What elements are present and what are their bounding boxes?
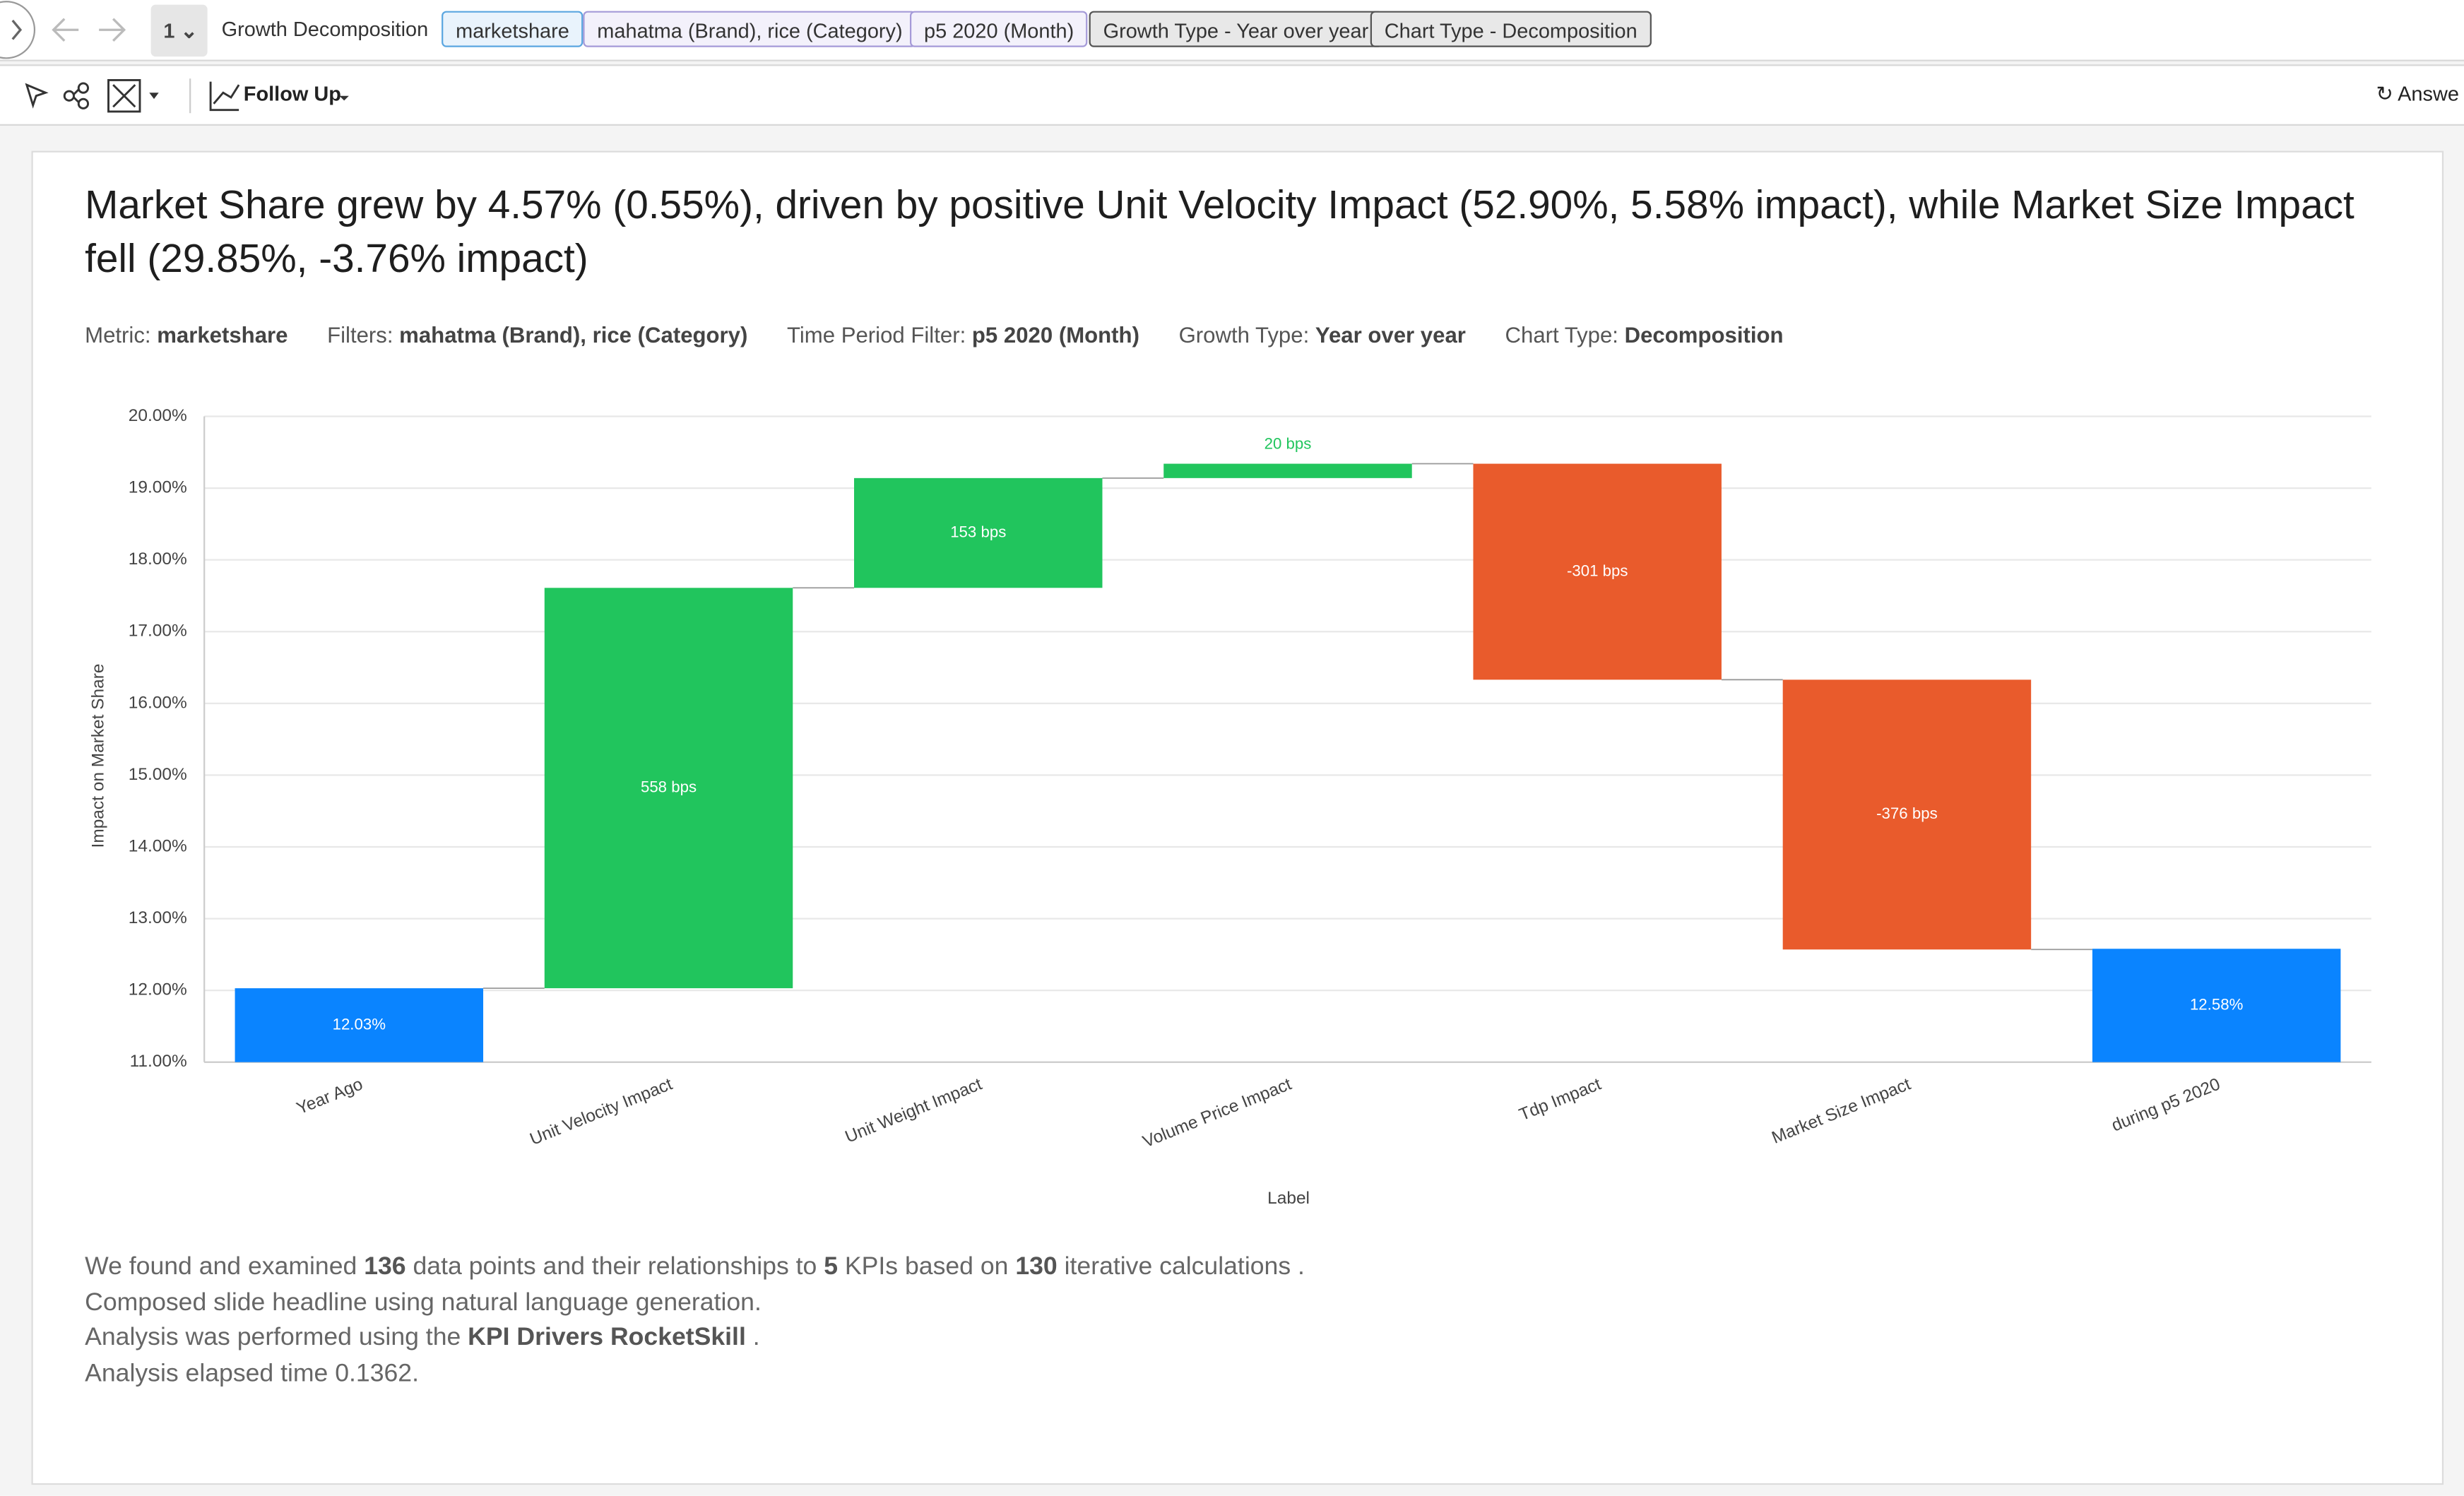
footer-emphasis: 136 [364,1254,406,1281]
data-label: 20 bps [1264,435,1312,453]
fit-tool[interactable] [107,79,141,113]
y-tick-label: 15.00% [129,765,187,784]
data-label: -301 bps [1567,562,1628,579]
footer-text: . [745,1324,760,1352]
y-axis-title: Impact on Market Share [89,664,108,848]
meta-label: Growth Type: [1178,322,1315,348]
chart-icon [209,81,240,112]
share-tool[interactable] [63,82,90,109]
y-tick-label: 11.00% [130,1052,187,1071]
breadcrumb: Growth Decomposition [221,17,429,41]
x-tick-label: Volume Price Impact [1140,1074,1294,1151]
filter-chip[interactable]: Chart Type - Decomposition [1370,11,1652,47]
x-tick-label: Market Size Impact [1769,1074,1913,1148]
x-tick-label: Year Ago [294,1074,365,1118]
footer-line: Analysis was performed using the KPI Dri… [85,1322,1305,1357]
data-label: 153 bps [950,523,1006,540]
top-bar: 1 ⌄ Growth Decomposition marketshare mah… [0,0,2464,61]
x-tick-label: Tdp Impact [1517,1074,1604,1124]
answer-label: Answe [2398,81,2459,106]
footer-notes: We found and examined 136 data points an… [85,1251,1305,1392]
filter-chip[interactable]: Growth Type - Year over year [1089,11,1383,47]
bar [235,988,484,1062]
headline: Market Share grew by 4.57% (0.55%), driv… [85,184,2355,282]
card [31,150,2444,1485]
forward-button[interactable] [99,18,126,42]
footer-text: Composed slide headline using natural la… [85,1289,762,1317]
footer-emphasis: KPI Drivers RocketSkill [468,1324,746,1352]
bar [1473,463,1722,680]
filter-chip[interactable]: p5 2020 (Month) [909,11,1089,47]
data-label: 12.03% [333,1015,386,1033]
follow-up-button[interactable]: Follow Up [243,81,341,106]
footer-text: Analysis elapsed time 0.1362. [85,1360,420,1387]
data-label: 558 bps [641,778,697,796]
answer-button[interactable]: ↻ Answe [2376,81,2459,106]
meta-value: marketshare [157,322,288,348]
meta-row: Metric: marketshare Filters: mahatma (Bra… [85,322,1783,348]
meta-label: Filters: [327,322,400,348]
footer-line: Composed slide headline using natural la… [85,1286,1305,1322]
bar [1163,463,1412,478]
meta-value: p5 2020 (Month) [971,322,1139,348]
back-button[interactable] [52,18,79,42]
footer-emphasis: 5 [824,1254,839,1281]
meta-label: Time Period Filter: [786,322,972,348]
filter-chip[interactable]: marketshare [442,11,584,47]
meta-item: Chart Type: Decomposition [1505,322,1784,348]
footer-text: KPIs based on [838,1254,1016,1281]
bar [2092,949,2341,1062]
tool-icons [25,78,349,114]
filter-chip[interactable]: mahatma (Brand), rice (Category) [583,11,917,47]
x-axis-title: Label [1267,1189,1310,1208]
meta-label: Metric: [85,322,158,348]
y-tick-label: 17.00% [129,622,187,641]
tab-selector[interactable]: 1 ⌄ [150,4,208,57]
y-tick-label: 20.00% [129,406,187,425]
meta-value: Decomposition [1624,322,1784,348]
meta-item: Growth Type: Year over year [1179,322,1466,348]
data-label: -376 bps [1876,805,1938,822]
meta-item: Filters: mahatma (Brand), rice (Category… [327,322,747,348]
y-tick-label: 12.00% [129,980,187,999]
y-tick-label: 19.00% [129,478,187,497]
meta-item: Metric: marketshare [85,322,288,348]
meta-value: mahatma (Brand), rice (Category) [399,322,748,348]
meta-value: Year over year [1315,322,1466,348]
footer-text: Analysis was performed using the [85,1324,468,1352]
bar [544,588,793,989]
select-tool[interactable] [25,83,49,109]
footer-text: iterative calculations . [1057,1254,1305,1281]
footer-text: We found and examined [85,1254,365,1281]
meta-label: Chart Type: [1505,322,1625,348]
tool-bar: Follow Up ↻ Answe [0,64,2464,126]
nav-icons [0,1,126,59]
meta-item: Time Period Filter: p5 2020 (Month) [787,322,1139,348]
y-tick-label: 16.00% [129,693,187,712]
tab-number: 1 [163,18,175,43]
bar [1782,679,2032,950]
footer-line: Analysis elapsed time 0.1362. [85,1357,1305,1392]
y-tick-label: 18.00% [129,550,187,569]
footer-text: data points and their relationships to [405,1254,824,1281]
x-tick-label: during p5 2020 [2109,1074,2222,1135]
data-label: 12.58% [2190,995,2243,1013]
y-tick-label: 14.00% [129,836,187,855]
bar [854,477,1103,588]
y-tick-label: 13.00% [129,908,187,927]
footer-line: We found and examined 136 data points an… [85,1251,1305,1286]
expand-button[interactable] [0,1,36,59]
footer-emphasis: 130 [1015,1254,1058,1281]
x-tick-label: Unit Weight Impact [843,1074,985,1146]
x-tick-label: Unit Velocity Impact [527,1074,675,1149]
